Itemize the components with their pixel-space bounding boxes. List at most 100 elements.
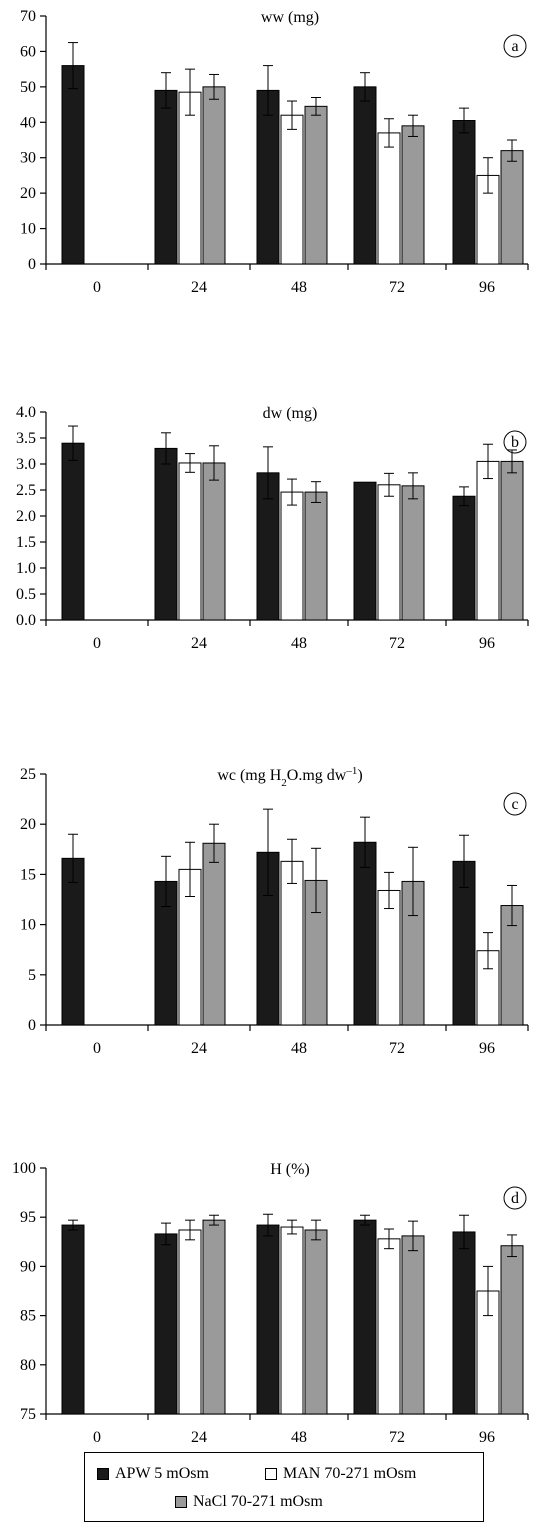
bar — [178, 462, 202, 621]
title-rest: O.mg dw — [287, 767, 347, 784]
y-tick-label: 30 — [20, 150, 36, 167]
bar — [353, 481, 377, 621]
legend-swatch-nacl — [175, 1496, 187, 1508]
legend-label-nacl: NaCl 70-271 mOsm — [193, 1493, 323, 1510]
y-tick-label: 90 — [20, 1258, 36, 1275]
panel-letter-circle — [503, 792, 527, 816]
x-tick-label: 24 — [191, 1429, 207, 1446]
bar — [154, 89, 178, 265]
chart-panel-b: 0.0 0.5 1.0 1.5 2.0 2.5 3.0 3.5 4.0 0 24 48 72 96 dw (… — [16, 404, 529, 652]
bar — [61, 65, 85, 265]
y-tick-label: 85 — [20, 1308, 36, 1325]
x-tick-label: 96 — [479, 635, 495, 652]
bar — [401, 1235, 425, 1415]
bar — [280, 1226, 304, 1415]
bar — [304, 1229, 328, 1415]
panel-letter: c — [511, 796, 518, 813]
y-tick-label: 80 — [20, 1357, 36, 1374]
legend-label-man: MAN 70-271 mOsm — [283, 1465, 417, 1482]
y-tick-label: 40 — [20, 114, 36, 131]
y-tick-label: 0.5 — [16, 586, 36, 603]
bar — [202, 842, 226, 1026]
bar — [353, 841, 377, 1026]
bar — [61, 857, 85, 1026]
bar — [377, 1238, 401, 1415]
bar — [452, 495, 476, 621]
bar — [377, 132, 401, 265]
bar — [154, 1233, 178, 1415]
y-tick-label: 1.5 — [16, 534, 36, 551]
x-tick-label: 0 — [93, 635, 101, 652]
x-tick-label: 24 — [191, 1040, 207, 1057]
bar — [61, 1224, 85, 1415]
y-tick-label: 0 — [28, 256, 36, 273]
bar — [202, 462, 226, 621]
y-tick-label: 100 — [12, 1160, 36, 1177]
x-tick-label: 48 — [291, 635, 307, 652]
title-superscript: –1 — [345, 765, 357, 777]
bar — [353, 86, 377, 265]
bar — [500, 1245, 524, 1415]
bar — [256, 1224, 280, 1415]
panel-letter-circle — [503, 34, 527, 58]
x-tick-label: 72 — [389, 1040, 405, 1057]
bar — [178, 91, 202, 265]
legend-item-man: MAN 70-271 mOsm — [265, 1465, 416, 1483]
y-tick-label: 75 — [20, 1406, 36, 1423]
legend-swatch-apw — [97, 1468, 109, 1480]
legend-item-nacl: NaCl 70-271 mOsm — [175, 1493, 323, 1511]
y-tick-label: 0.0 — [16, 612, 36, 629]
bar — [353, 1219, 377, 1415]
y-tick-label: 2.5 — [16, 482, 36, 499]
bar — [154, 447, 178, 621]
x-tick-label: 72 — [389, 1429, 405, 1446]
chart-title: wc (mg H2O.mg dw–1) — [217, 765, 362, 789]
x-tick-label: 0 — [93, 279, 101, 296]
chart-title: H (%) — [270, 1161, 310, 1178]
y-tick-label: 25 — [20, 766, 36, 783]
y-tick-label: 15 — [20, 866, 36, 883]
bar — [452, 120, 476, 265]
panel-letter-circle — [503, 430, 527, 454]
x-tick-label: 72 — [389, 279, 405, 296]
bar — [178, 1229, 202, 1415]
x-tick-label: 24 — [191, 635, 207, 652]
bar — [202, 86, 226, 265]
chart-title: ww (mg) — [261, 9, 319, 26]
y-tick-label: 1.0 — [16, 560, 36, 577]
legend-label-apw: APW 5 mOsm — [115, 1465, 209, 1482]
y-tick-label: 70 — [20, 8, 36, 25]
y-tick-label: 3.0 — [16, 456, 36, 473]
legend-item-apw: APW 5 mOsm — [97, 1465, 209, 1483]
bar — [202, 1219, 226, 1415]
y-tick-label: 60 — [20, 43, 36, 60]
x-tick-label: 96 — [479, 1429, 495, 1446]
title-end: ) — [357, 767, 362, 784]
bar — [377, 889, 401, 1026]
bar — [500, 460, 524, 621]
y-tick-label: 0 — [28, 1017, 36, 1034]
y-tick-label: 20 — [20, 185, 36, 202]
y-tick-label: 95 — [20, 1209, 36, 1226]
bar — [280, 114, 304, 265]
x-tick-label: 48 — [291, 1429, 307, 1446]
chart-panel-d: 75 80 85 90 95 100 0 24 48 72 96 H (%) d — [12, 1160, 529, 1446]
y-tick-label: 4.0 — [16, 404, 36, 421]
bar — [304, 105, 328, 265]
y-tick-label: 3.5 — [16, 430, 36, 447]
bar — [452, 1231, 476, 1415]
bar — [377, 484, 401, 621]
bar — [280, 860, 304, 1026]
y-tick-label: 10 — [20, 917, 36, 934]
panel-letter-circle — [503, 1186, 527, 1210]
legend: APW 5 mOsm MAN 70-271 mOsm NaCl 70-271 m… — [84, 1452, 484, 1522]
x-tick-label: 96 — [479, 1040, 495, 1057]
y-tick-label: 50 — [20, 79, 36, 96]
y-tick-label: 5 — [28, 967, 36, 984]
bar — [476, 460, 500, 621]
chart-panel-a: 0 10 20 30 40 50 60 70 0 24 48 72 96 ww (mg) a — [20, 8, 529, 296]
bar — [256, 89, 280, 265]
panel-letter: d — [511, 1190, 519, 1207]
x-tick-label: 48 — [291, 279, 307, 296]
bar — [500, 150, 524, 265]
